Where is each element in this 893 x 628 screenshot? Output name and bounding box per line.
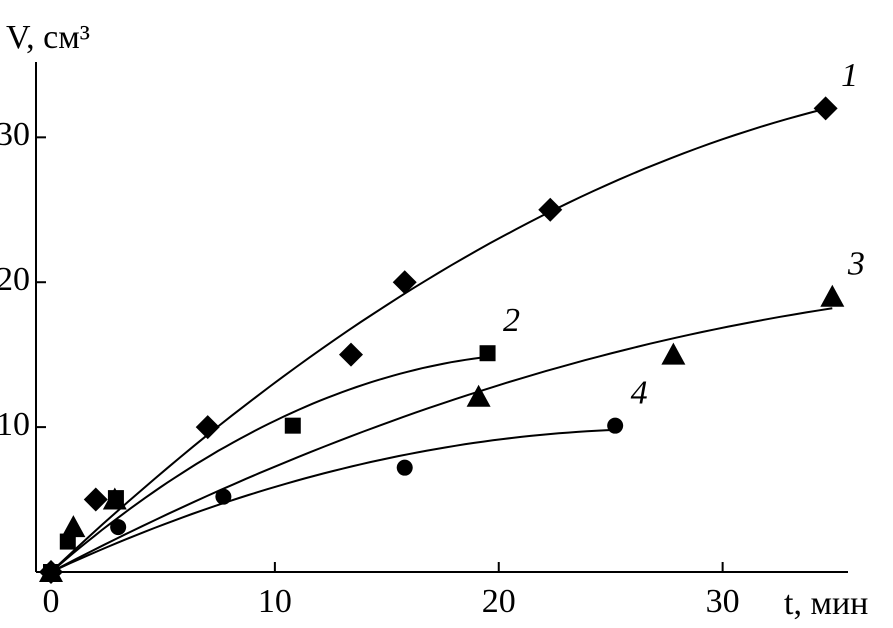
point xyxy=(83,487,108,512)
x-tick-label: 0 xyxy=(42,583,59,620)
point xyxy=(215,488,232,505)
point xyxy=(338,342,363,367)
point xyxy=(466,384,491,407)
x-tick-label: 30 xyxy=(706,583,740,620)
y-tick-label: 10 xyxy=(0,406,30,443)
series-label: 3 xyxy=(847,246,865,283)
point xyxy=(42,564,59,580)
point xyxy=(538,197,563,222)
fit-curve xyxy=(50,107,826,573)
fit-curve xyxy=(50,355,488,573)
fit-curve xyxy=(50,428,616,573)
point xyxy=(110,519,127,536)
x-tick-label: 10 xyxy=(258,583,292,620)
y-tick-label: 30 xyxy=(0,116,30,153)
point xyxy=(661,342,686,365)
point xyxy=(61,515,86,538)
x-tick-label: 20 xyxy=(482,583,516,620)
point xyxy=(195,415,220,440)
point xyxy=(820,284,845,307)
point xyxy=(102,487,127,510)
x-axis-label: t, мин xyxy=(784,585,868,622)
point xyxy=(479,345,496,362)
fit-curve xyxy=(50,307,833,573)
point xyxy=(813,96,838,121)
series-label: 4 xyxy=(631,374,648,411)
y-axis-label: V, см³ xyxy=(6,19,90,56)
y-tick-label: 20 xyxy=(0,261,30,298)
point xyxy=(607,417,624,434)
point xyxy=(284,417,301,434)
series-label: 1 xyxy=(841,57,858,94)
point xyxy=(396,459,413,476)
series-label: 2 xyxy=(503,302,520,339)
point xyxy=(59,533,76,550)
point xyxy=(392,270,417,295)
